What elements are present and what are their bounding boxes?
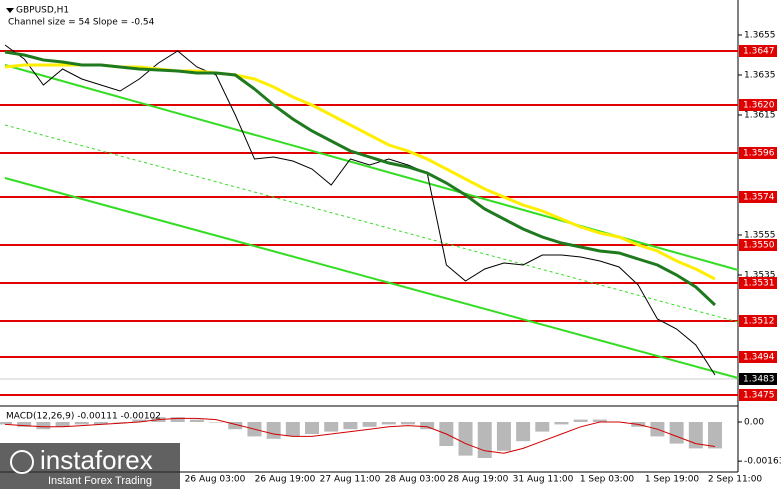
menu-arrow xyxy=(6,8,14,13)
level-tag xyxy=(739,99,777,111)
macd-bar xyxy=(496,422,511,451)
macd-bar xyxy=(477,422,492,458)
x-tick-label: 28 Aug 03:00 xyxy=(385,475,446,485)
macd-bar xyxy=(324,422,339,432)
macd-bar xyxy=(113,422,128,423)
y-tick-label: 1.3635 xyxy=(744,71,776,81)
y-tick-label: 1.3555 xyxy=(744,231,776,241)
y-tick-label: -0.00163 xyxy=(744,457,781,467)
chart-subtitle: Channel size = 54 Slope = -0.54 xyxy=(8,18,155,28)
watermark-icon xyxy=(10,450,34,474)
macd-bar xyxy=(17,422,32,427)
macd-bar xyxy=(592,419,607,422)
level-label: 1.3494 xyxy=(743,353,775,363)
level-tag xyxy=(739,277,777,289)
current-price-label: 1.3483 xyxy=(743,375,775,385)
macd-bar xyxy=(516,422,531,442)
channel-lower xyxy=(4,177,739,379)
x-tick-label: 31 Aug 11:00 xyxy=(513,475,574,485)
close-line xyxy=(4,44,716,376)
level-tag xyxy=(739,147,777,159)
level-label: 1.3574 xyxy=(743,193,775,203)
x-tick-label: 28 Aug 19:00 xyxy=(448,475,509,485)
y-tick-label: 1.3655 xyxy=(744,31,776,41)
level-label: 1.3550 xyxy=(743,241,775,251)
watermark-bg xyxy=(0,443,180,489)
watermark-tagline: Instant Forex Trading xyxy=(48,475,152,487)
chart-title: GBPUSD,H1 xyxy=(16,6,69,16)
y-tick-label: 0.00 xyxy=(744,418,764,428)
x-tick-label: 2 Sep 11:00 xyxy=(708,475,763,485)
x-tick-label: 1 Sep 03:00 xyxy=(580,475,635,485)
level-label: 1.3620 xyxy=(743,101,775,111)
x-tick-label: 27 Aug 11:00 xyxy=(320,475,381,485)
level-tag xyxy=(739,351,777,363)
macd-bar xyxy=(554,422,569,425)
macd-bar xyxy=(420,422,435,430)
macd-bar xyxy=(209,422,224,423)
signal-line xyxy=(4,417,716,454)
y-tick-label: 1.3535 xyxy=(744,271,776,281)
macd-bar xyxy=(573,419,588,422)
macd-bar xyxy=(362,422,377,427)
channel-middle xyxy=(4,124,739,323)
x-tick-label: 1 Sep 19:00 xyxy=(645,475,700,485)
macd-bar xyxy=(381,422,396,425)
macd-bar xyxy=(170,417,185,422)
macd-bar xyxy=(305,422,320,434)
level-label: 1.3531 xyxy=(743,279,775,289)
macd-bar xyxy=(36,422,51,430)
macd-bar xyxy=(0,422,12,425)
level-tag xyxy=(739,315,777,327)
level-label: 1.3647 xyxy=(743,47,775,57)
macd-bar xyxy=(74,422,89,425)
level-tag xyxy=(739,45,777,57)
macd-bar xyxy=(669,422,684,444)
level-tag xyxy=(739,239,777,251)
macd-bar xyxy=(93,422,108,425)
level-tag xyxy=(739,191,777,203)
level-label: 1.3475 xyxy=(743,391,775,401)
macd-bar xyxy=(228,422,243,430)
macd-bar xyxy=(708,422,722,449)
level-label: 1.3512 xyxy=(743,317,775,327)
macd-bar xyxy=(535,422,550,432)
macd-bar xyxy=(55,422,70,427)
macd-bar xyxy=(458,422,473,456)
y-tick-label: 1.3615 xyxy=(744,111,776,121)
fast-ma-line xyxy=(4,50,717,307)
level-tag xyxy=(739,389,777,401)
macd-bar xyxy=(285,422,300,437)
x-tick-label: 26 Aug 03:00 xyxy=(185,475,246,485)
macd-bar xyxy=(343,422,358,430)
macd-bar xyxy=(266,422,281,439)
macd-bar xyxy=(400,422,415,425)
macd-bar xyxy=(189,419,204,422)
macd-title: MACD(12,26,9) -0.00111 -0.00102 xyxy=(6,412,161,422)
watermark-name: instaforex xyxy=(40,445,153,475)
macd-bar xyxy=(132,419,147,422)
current-price-tag xyxy=(739,373,777,385)
level-label: 1.3596 xyxy=(743,149,775,159)
x-tick-label: 26 Aug 19:00 xyxy=(255,475,316,485)
